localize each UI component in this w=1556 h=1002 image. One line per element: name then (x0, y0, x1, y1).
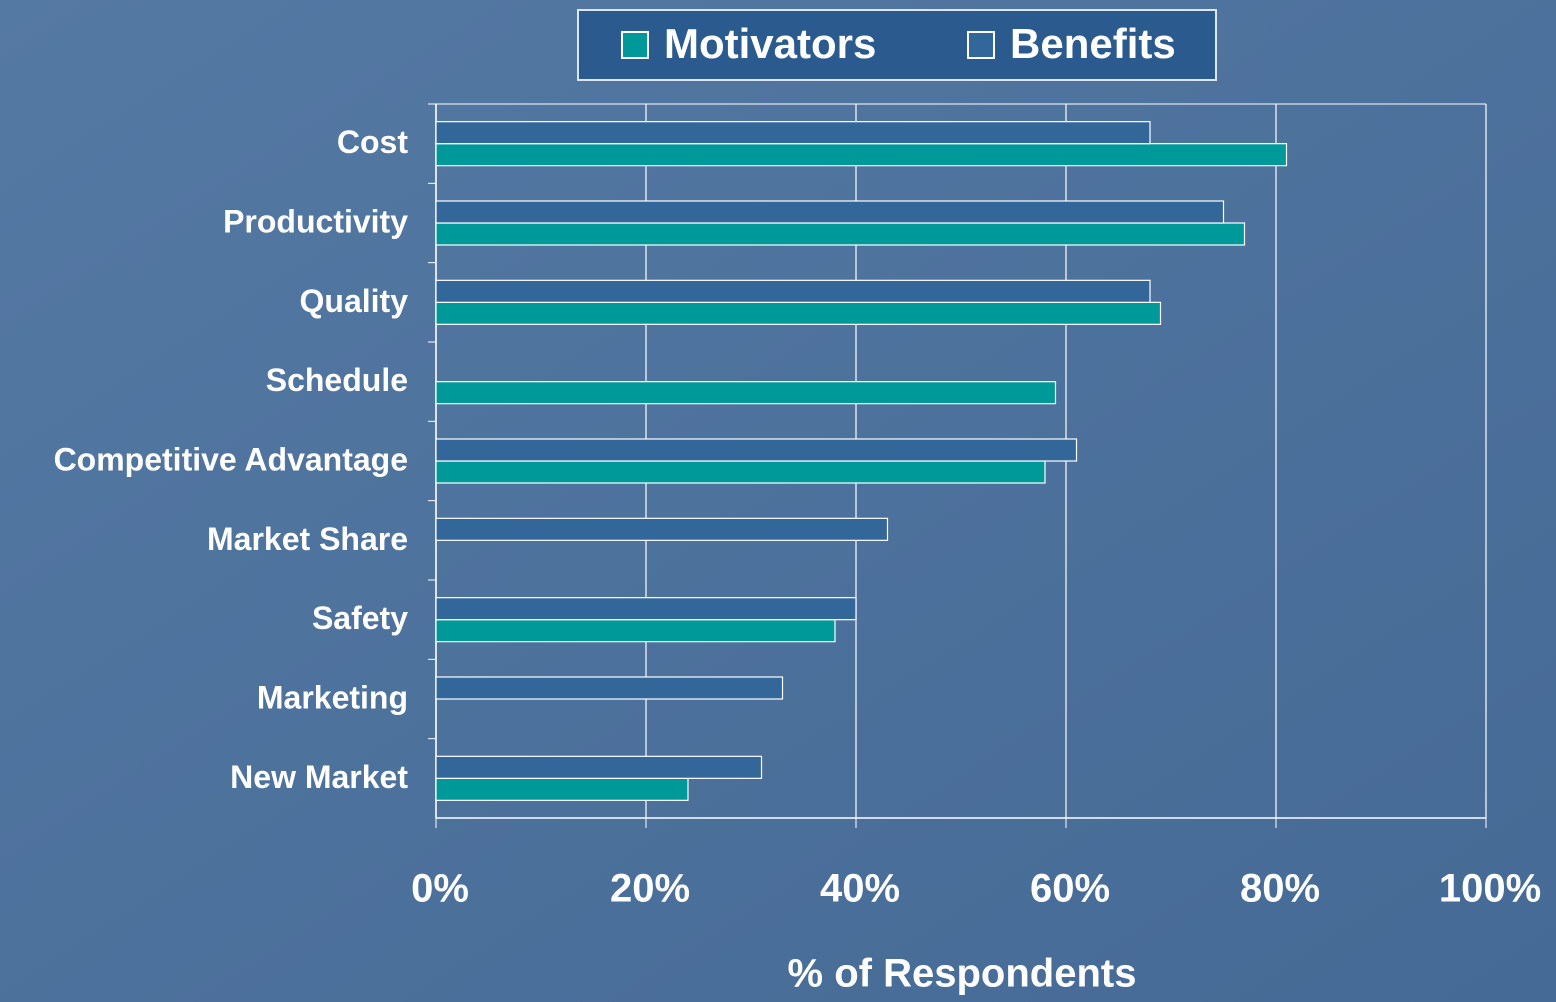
bar (435, 143, 1288, 167)
y-tick-label: Productivity (223, 203, 408, 239)
x-tick-label: 0% (411, 867, 469, 911)
bar (435, 200, 1225, 224)
bar (435, 222, 1246, 246)
bar (435, 121, 1151, 145)
legend-box (577, 9, 1217, 81)
legend-swatch (621, 31, 649, 59)
x-tick-label: 60% (1030, 867, 1110, 911)
x-tick-label: 20% (610, 867, 690, 911)
y-tick-label: Schedule (266, 362, 408, 398)
y-tick-label: Competitive Advantage (54, 441, 408, 477)
y-tick-label: Cost (337, 124, 408, 160)
legend-label: Benefits (1010, 20, 1176, 67)
bar (435, 301, 1162, 325)
legend-swatch (967, 31, 995, 59)
legend-label: Motivators (664, 20, 876, 67)
bar (435, 597, 857, 621)
y-tick-label: Marketing (257, 679, 408, 715)
y-tick-label: Safety (312, 600, 408, 636)
bar (435, 438, 1078, 462)
y-tick-label: Quality (300, 283, 409, 319)
y-tick-label: New Market (230, 759, 408, 795)
bar (435, 279, 1151, 303)
x-axis-title: % of Respondents (788, 952, 1137, 996)
x-tick-label: 100% (1439, 867, 1541, 911)
bar (435, 460, 1046, 484)
bar (435, 517, 889, 541)
bar (435, 777, 689, 801)
bar (435, 381, 1057, 405)
x-tick-label: 40% (820, 867, 900, 911)
x-tick-label: 80% (1240, 867, 1320, 911)
bar (435, 619, 836, 643)
y-tick-label: Market Share (207, 521, 408, 557)
bar (435, 755, 763, 779)
bar (435, 676, 784, 700)
